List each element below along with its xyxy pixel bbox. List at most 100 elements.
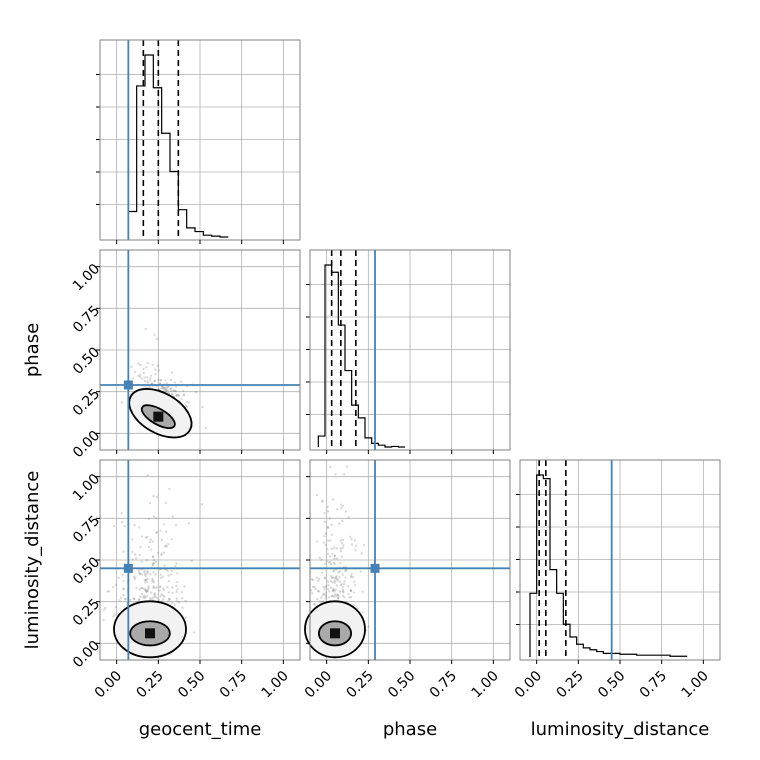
sample-point	[169, 387, 173, 390]
sample-point	[152, 581, 155, 584]
sample-point	[174, 564, 177, 568]
sample-point	[312, 603, 316, 606]
sample-point	[162, 598, 165, 601]
sample-point	[141, 377, 144, 380]
sample-point	[323, 576, 327, 579]
sample-point	[153, 595, 157, 599]
sample-point	[349, 596, 353, 599]
sample-point	[143, 594, 147, 597]
xlabel-phase: phase	[383, 719, 437, 740]
sample-point	[323, 577, 327, 580]
xlabel-luminosity_distance: luminosity_distance	[531, 719, 710, 740]
sample-point	[186, 405, 189, 408]
sample-point	[152, 561, 155, 565]
sample-point	[327, 583, 330, 587]
sample-point	[190, 559, 193, 563]
sample-point	[324, 584, 328, 588]
sample-point	[166, 386, 169, 389]
sample-point	[183, 585, 186, 588]
sample-point	[151, 555, 155, 558]
sample-point	[146, 375, 149, 379]
sample-point	[154, 517, 158, 520]
sample-point	[332, 595, 336, 598]
sample-point	[338, 590, 342, 593]
sample-point	[341, 586, 345, 589]
sample-point	[162, 386, 166, 390]
sample-point	[171, 393, 174, 396]
sample-point	[143, 569, 146, 573]
sample-point	[318, 577, 321, 581]
sample-point	[339, 539, 343, 542]
sample-point	[132, 377, 135, 380]
sample-point	[143, 578, 146, 582]
sample-point	[120, 520, 124, 524]
sample-point	[145, 590, 148, 593]
sample-point	[331, 575, 334, 579]
sample-point	[142, 367, 145, 371]
sample-point	[311, 585, 315, 589]
sample-point	[332, 570, 335, 573]
sample-point	[139, 545, 142, 549]
y-tick-label: 0.25	[70, 596, 103, 629]
sample-point	[353, 583, 357, 587]
sample-point	[341, 589, 345, 592]
sample-point	[104, 606, 107, 610]
y-tick-label: 0.75	[70, 513, 103, 546]
sample-point	[341, 504, 345, 508]
sample-point	[338, 522, 341, 525]
sample-point	[169, 389, 173, 393]
sample-point	[147, 386, 150, 389]
truth-marker	[123, 563, 133, 573]
sample-point	[134, 576, 137, 579]
sample-point	[335, 593, 339, 596]
sample-point	[153, 593, 156, 596]
x-tick-label: 0.25	[553, 668, 586, 701]
sample-point	[131, 550, 134, 554]
sample-point	[144, 578, 148, 581]
sample-point	[140, 573, 144, 576]
sample-point	[182, 394, 185, 397]
sample-point	[204, 426, 208, 430]
sample-point	[167, 579, 171, 583]
sample-point	[141, 595, 145, 598]
sample-point	[140, 586, 143, 590]
sample-point	[177, 394, 181, 398]
sample-point	[120, 511, 123, 515]
sample-point	[159, 379, 162, 382]
sample-point	[154, 372, 157, 376]
sample-point	[163, 551, 166, 554]
sample-point	[326, 580, 330, 583]
sample-point	[323, 520, 326, 524]
sample-point	[151, 577, 154, 581]
sample-point	[144, 588, 148, 592]
sample-point	[148, 502, 152, 505]
sample-point	[152, 555, 155, 558]
y-tick-label: 0.00	[70, 638, 103, 671]
sample-point	[164, 545, 167, 548]
sample-point	[148, 573, 152, 576]
sample-point	[354, 549, 357, 552]
sample-point	[153, 379, 157, 383]
sample-point	[160, 538, 164, 542]
sample-point	[321, 499, 324, 502]
sample-point	[327, 588, 330, 591]
sample-point	[170, 586, 174, 589]
sample-point	[155, 596, 158, 600]
sample-point	[326, 510, 330, 513]
sample-point	[362, 543, 366, 547]
sample-point	[122, 593, 125, 597]
sample-point	[164, 386, 167, 390]
sample-point	[113, 613, 117, 616]
sample-point	[335, 557, 339, 560]
sample-point	[333, 554, 337, 557]
sample-point	[342, 591, 345, 594]
sample-point	[123, 597, 127, 601]
sample-point	[179, 380, 183, 383]
sample-point	[133, 577, 136, 581]
sample-point	[181, 606, 184, 609]
sample-point	[333, 557, 336, 560]
sample-point	[333, 546, 336, 550]
sample-point	[159, 553, 163, 557]
sample-point	[137, 362, 140, 365]
sample-point	[148, 540, 152, 544]
